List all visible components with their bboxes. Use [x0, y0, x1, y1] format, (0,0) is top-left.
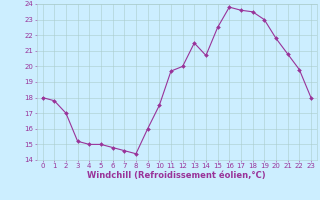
X-axis label: Windchill (Refroidissement éolien,°C): Windchill (Refroidissement éolien,°C): [87, 171, 266, 180]
